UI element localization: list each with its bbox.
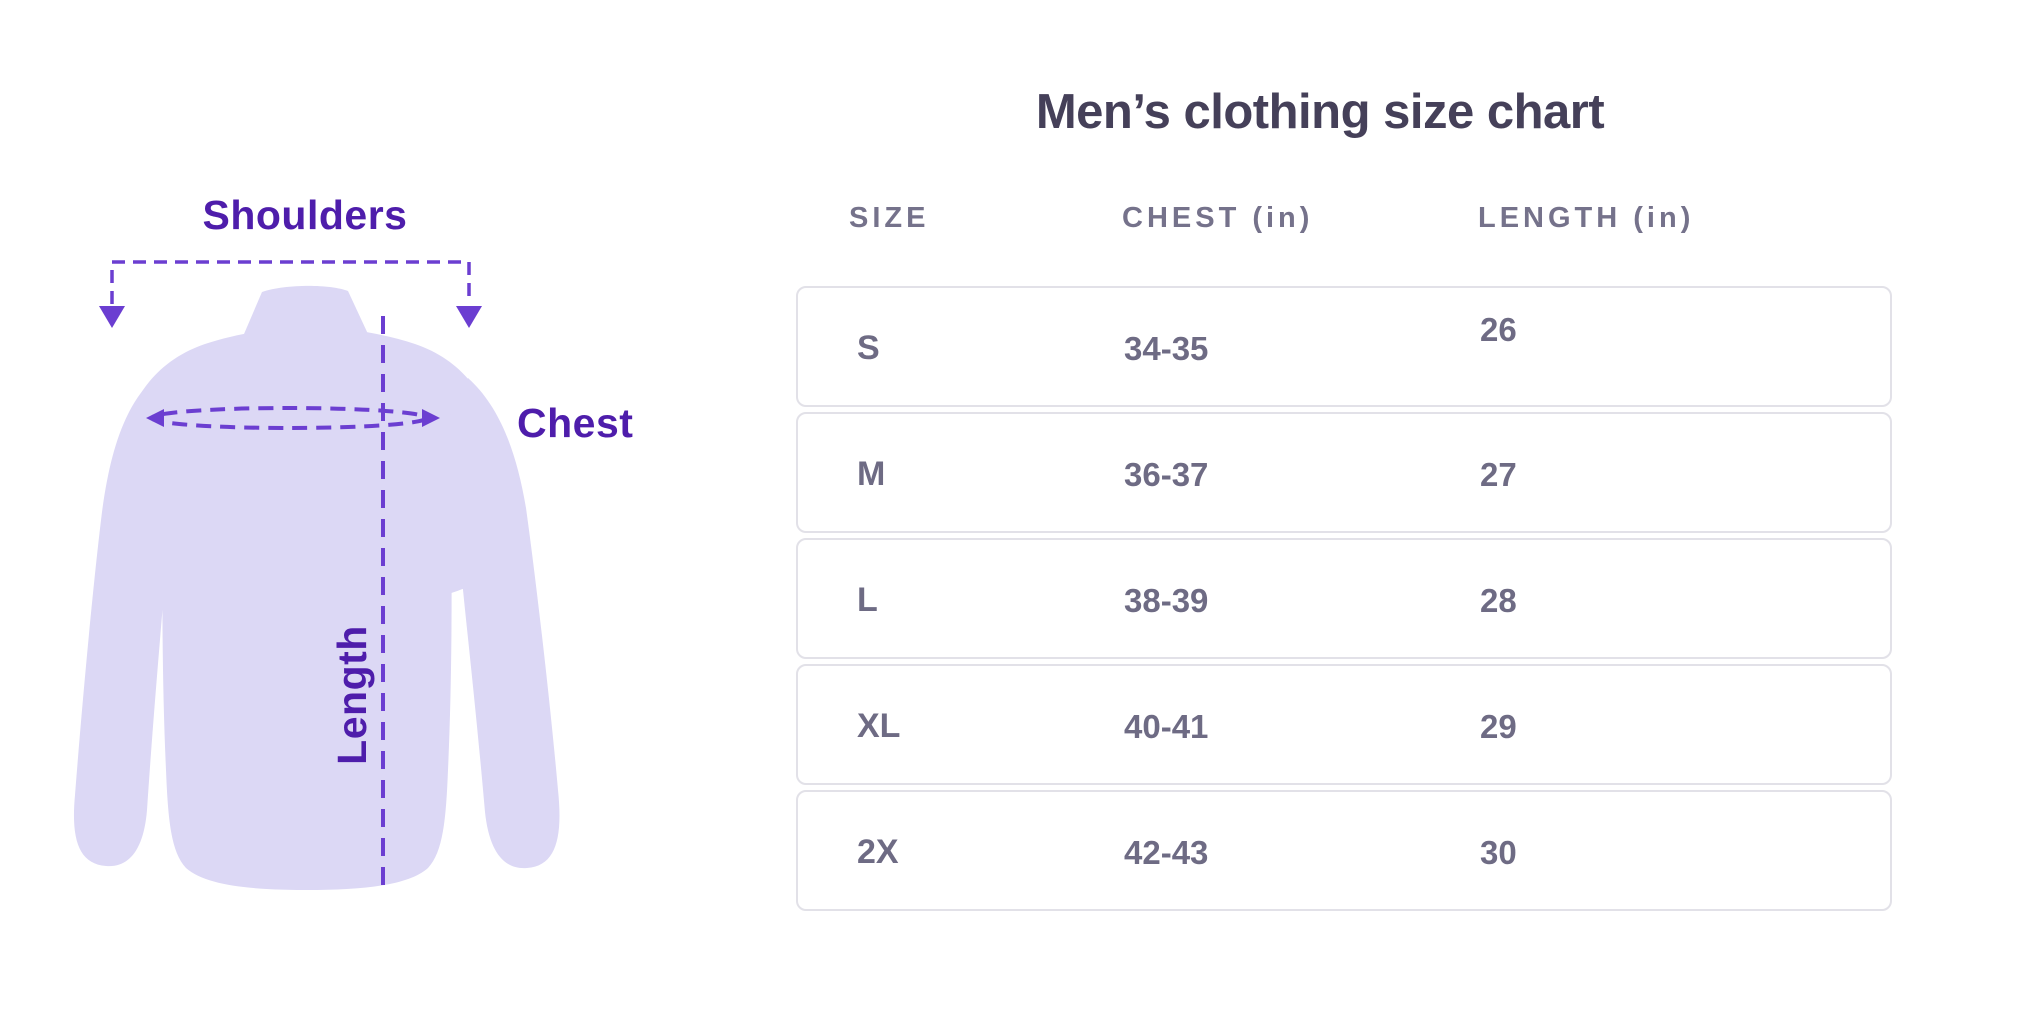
chest-label: Chest: [517, 400, 634, 446]
length-label: Length: [329, 625, 375, 765]
chest-arrow-right-icon: [422, 409, 440, 427]
size-value: L: [857, 581, 878, 619]
chest-value: 34-35: [1124, 330, 1209, 367]
chest-value: 42-43: [1124, 834, 1209, 871]
length-value: 28: [1480, 582, 1517, 619]
shoulders-arrow-right-icon: [456, 306, 482, 328]
chest-value: 40-41: [1124, 708, 1209, 745]
size-table: SIZE CHEST (in) LENGTH (in) S 34-35 26 M…: [720, 0, 2032, 1020]
size-value: 2X: [857, 833, 899, 871]
size-value: XL: [857, 707, 901, 745]
chest-arrow-left-icon: [146, 409, 164, 427]
length-value: 27: [1480, 456, 1517, 493]
shoulders-measure-bracket: [110, 260, 471, 304]
column-header-length: LENGTH (in): [1478, 202, 1695, 234]
chest-value: 36-37: [1124, 456, 1209, 493]
length-value: 29: [1480, 708, 1517, 745]
chest-value: 38-39: [1124, 582, 1209, 619]
shirt-right-sleeve-shape: [448, 378, 560, 869]
shoulders-label: Shoulders: [202, 192, 408, 238]
table-row: XL 40-41 29: [796, 664, 1892, 785]
length-value: 26: [1480, 311, 1517, 348]
size-value: S: [857, 329, 880, 367]
size-value: M: [857, 455, 886, 493]
size-chart-panel: Men’s clothing size chart SIZE CHEST (in…: [720, 0, 2032, 1020]
shirt-measurement-diagram: Shoulders Chest Length: [0, 0, 720, 1020]
shirt-torso-shape: [162, 420, 452, 890]
table-row: M 36-37 27: [796, 412, 1892, 533]
chart-title: Men’s clothing size chart: [1035, 85, 1605, 139]
shirt-graphic-icon: [73, 260, 560, 890]
length-value: 30: [1480, 834, 1517, 871]
column-header-chest: CHEST (in): [1122, 202, 1314, 234]
table-row: S 34-35 26: [796, 286, 1892, 407]
shoulders-arrow-left-icon: [99, 306, 125, 328]
column-header-size: SIZE: [849, 202, 930, 234]
table-row: L 38-39 28: [796, 538, 1892, 659]
table-row: 2X 42-43 30: [796, 790, 1892, 911]
shirt-left-sleeve-shape: [73, 380, 176, 867]
shirt-collar-shape: [244, 285, 368, 334]
